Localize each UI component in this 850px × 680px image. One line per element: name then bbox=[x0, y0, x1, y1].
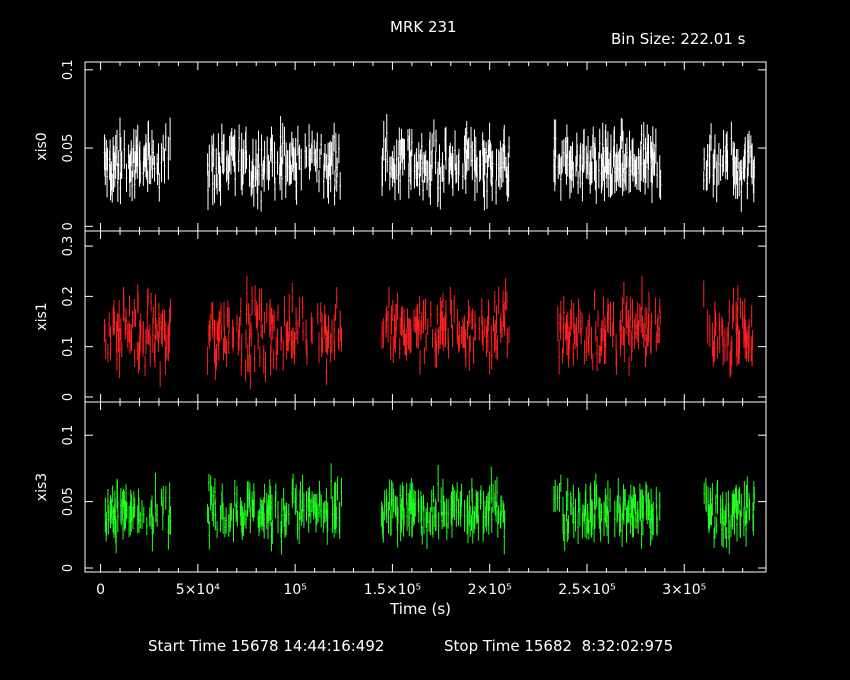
x-axis-label: Time (s) bbox=[390, 600, 451, 618]
y-axis-label-xis3: xis3 bbox=[34, 473, 50, 501]
y-tick-label-xis3: 0.05 bbox=[61, 487, 76, 516]
panel-frame-xis3 bbox=[84, 401, 767, 573]
x-tick-label: 1.5×10⁵ bbox=[364, 582, 421, 598]
x-tick-label: 0 bbox=[96, 582, 105, 598]
y-tick-label-xis0: 0.05 bbox=[61, 134, 76, 163]
y-tick-label-xis1: 0.2 bbox=[61, 286, 76, 307]
y-tick-label-xis1: 0.1 bbox=[61, 336, 76, 357]
x-tick-label: 2×10⁵ bbox=[468, 582, 512, 598]
x-tick-label: 5×10⁴ bbox=[176, 582, 220, 598]
x-tick-label: 10⁵ bbox=[283, 582, 306, 598]
y-tick-label-xis1: 0.3 bbox=[61, 236, 76, 257]
y-axis-label-xis1: xis1 bbox=[34, 302, 50, 330]
x-tick-label: 2.5×10⁵ bbox=[558, 582, 615, 598]
y-tick-label-xis1: 0 bbox=[61, 393, 76, 401]
footer-start-time: Start Time 15678 14:44:16:492 bbox=[148, 637, 385, 655]
y-tick-label-xis0: 0.1 bbox=[61, 59, 76, 80]
panel-frame-xis0 bbox=[84, 61, 767, 232]
y-tick-label-xis3: 0 bbox=[61, 564, 76, 572]
footer-stop-time: Stop Time 15682 8:32:02:975 bbox=[444, 637, 674, 655]
bin-size-label: Bin Size: 222.01 s bbox=[611, 30, 746, 48]
y-tick-label-xis3: 0.1 bbox=[61, 425, 76, 446]
y-tick-label-xis0: 0 bbox=[61, 222, 76, 230]
plot-title: MRK 231 bbox=[390, 18, 457, 36]
x-tick-label: 3×10⁵ bbox=[662, 582, 706, 598]
y-axis-label-xis0: xis0 bbox=[34, 132, 50, 160]
